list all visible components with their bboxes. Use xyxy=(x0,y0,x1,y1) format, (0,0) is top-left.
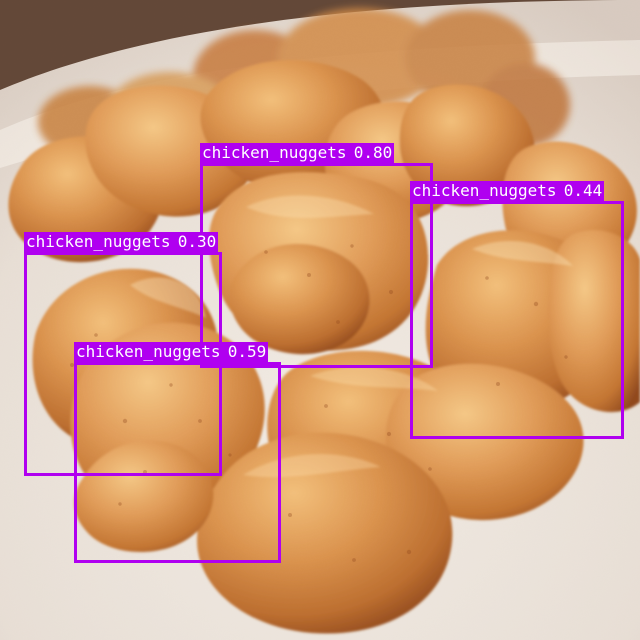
detection-image: chicken_nuggets 0.80 chicken_nuggets 0.44 … xyxy=(0,0,640,640)
chicken-nuggets-photo xyxy=(0,0,640,640)
